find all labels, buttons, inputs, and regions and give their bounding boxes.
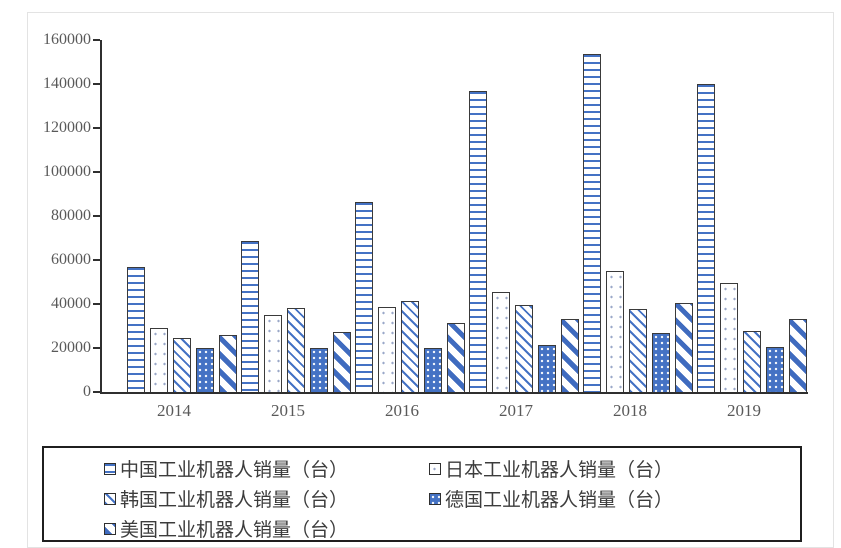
bar-korea-2019 xyxy=(743,331,761,392)
y-axis-tick xyxy=(93,259,100,261)
bar-group-2015 xyxy=(241,241,351,392)
bar-usa-2016 xyxy=(447,323,465,392)
y-axis-tick xyxy=(93,215,100,217)
bar-germany-2016 xyxy=(424,348,442,392)
bar-korea-2014 xyxy=(173,338,191,392)
legend-label: 美国工业机器人销量（台） xyxy=(120,520,349,541)
bar-germany-2014 xyxy=(196,348,214,392)
y-axis-label: 100000 xyxy=(43,163,91,180)
y-axis-tick xyxy=(93,127,100,129)
bar-germany-2018 xyxy=(652,333,670,392)
legend-item-china: 中国工业机器人销量（台） xyxy=(104,455,348,482)
legend-marker-china-icon xyxy=(104,462,116,475)
legend-marker-japan-icon xyxy=(429,462,441,475)
bar-china-2015 xyxy=(241,241,259,392)
legend-marker-usa-icon xyxy=(104,522,116,535)
bar-group-2018 xyxy=(583,54,693,392)
x-axis-label-2015: 2015 xyxy=(271,401,305,420)
bar-japan-2018 xyxy=(606,271,624,392)
legend-item-germany: 德国工业机器人销量（台） xyxy=(429,485,673,512)
y-axis-label: 120000 xyxy=(43,119,91,136)
legend-item-japan: 日本工业机器人销量（台） xyxy=(429,455,673,482)
legend-item-korea: 韩国工业机器人销量（台） xyxy=(104,485,348,512)
y-axis-label: 0 xyxy=(83,383,91,400)
bar-china-2018 xyxy=(583,54,601,392)
bar-usa-2015 xyxy=(333,332,351,392)
bar-group-2014 xyxy=(127,267,237,392)
bar-japan-2017 xyxy=(492,292,510,392)
x-axis-label-2014: 2014 xyxy=(157,401,191,420)
bar-usa-2019 xyxy=(789,319,807,392)
chart-legend: 中国工业机器人销量（台） 日本工业机器人销量（台） 韩国工业机器人销量（台） 德国工业… xyxy=(42,446,802,542)
legend-label: 中国工业机器人销量（台） xyxy=(120,460,349,481)
bar-korea-2018 xyxy=(629,309,647,392)
legend-label: 韩国工业机器人销量（台） xyxy=(120,490,349,511)
y-axis-label: 20000 xyxy=(51,339,91,356)
bar-group-2016 xyxy=(355,202,465,392)
y-axis-label: 80000 xyxy=(51,207,91,224)
bar-china-2014 xyxy=(127,267,145,392)
bar-china-2017 xyxy=(469,91,487,392)
bar-group-2017 xyxy=(469,91,579,392)
y-axis-tick xyxy=(93,347,100,349)
y-axis-tick xyxy=(93,39,100,41)
y-axis-label: 60000 xyxy=(51,251,91,268)
bar-japan-2016 xyxy=(378,307,396,392)
y-axis-tick xyxy=(93,391,100,393)
x-axis-label-2018: 2018 xyxy=(613,401,647,420)
legend-marker-germany-icon xyxy=(429,492,441,505)
bar-usa-2017 xyxy=(561,319,579,392)
y-axis-label: 160000 xyxy=(43,31,91,48)
bar-korea-2016 xyxy=(401,301,419,392)
bar-china-2019 xyxy=(697,84,715,392)
bar-germany-2019 xyxy=(766,347,784,392)
bar-usa-2014 xyxy=(219,335,237,392)
x-axis-label-2017: 2017 xyxy=(499,401,533,420)
bar-japan-2014 xyxy=(150,328,168,392)
bar-china-2016 xyxy=(355,202,373,392)
bar-group-2019 xyxy=(697,84,807,392)
legend-marker-korea-icon xyxy=(104,492,116,505)
y-axis-label: 140000 xyxy=(43,75,91,92)
bar-japan-2015 xyxy=(264,315,282,392)
bar-germany-2015 xyxy=(310,348,328,392)
y-axis-label: 40000 xyxy=(51,295,91,312)
legend-item-usa: 美国工业机器人销量（台） xyxy=(104,515,348,542)
bar-chart-plot-area xyxy=(100,40,808,394)
bar-korea-2017 xyxy=(515,305,533,392)
bar-japan-2019 xyxy=(720,283,738,392)
bar-usa-2018 xyxy=(675,303,693,392)
legend-label: 日本工业机器人销量（台） xyxy=(445,460,674,481)
bar-korea-2015 xyxy=(287,308,305,392)
y-axis-tick xyxy=(93,171,100,173)
y-axis-tick xyxy=(93,303,100,305)
legend-label: 德国工业机器人销量（台） xyxy=(445,490,674,511)
y-axis-tick xyxy=(93,83,100,85)
x-axis-label-2019: 2019 xyxy=(727,401,761,420)
bar-germany-2017 xyxy=(538,345,556,392)
x-axis-label-2016: 2016 xyxy=(385,401,419,420)
